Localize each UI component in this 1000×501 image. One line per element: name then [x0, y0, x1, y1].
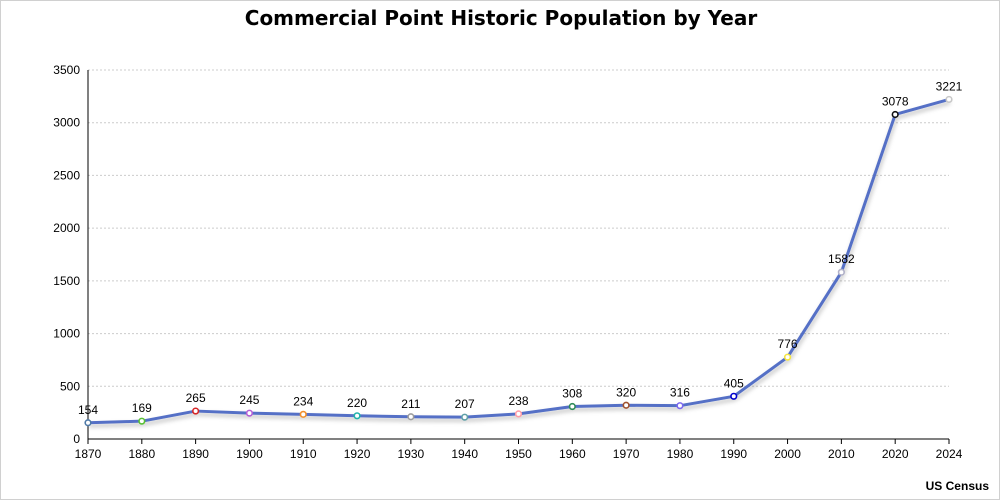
data-label: 3078: [882, 94, 909, 108]
x-tick-label: 1960: [559, 447, 586, 461]
x-tick-label: 2024: [936, 447, 963, 461]
data-point: [245, 409, 254, 417]
source-label: US Census: [925, 479, 989, 493]
data-label: 1582: [828, 252, 855, 266]
data-point: [891, 110, 899, 119]
x-tick-label: 2000: [774, 447, 801, 461]
y-tick-label: 0: [73, 432, 80, 446]
x-tick-label: 1900: [236, 447, 263, 461]
y-tick-label: 1000: [53, 327, 80, 341]
data-label: 3221: [936, 79, 963, 93]
y-tick-label: 1500: [53, 274, 80, 288]
x-tick-label: 1880: [128, 447, 155, 461]
data-label: 245: [239, 393, 259, 407]
data-point: [676, 402, 684, 410]
data-point: [837, 268, 845, 276]
data-point: [568, 402, 576, 411]
y-tick-label: 3500: [53, 63, 80, 77]
x-tick-label: 2010: [828, 447, 855, 461]
x-tick-label: 1970: [613, 447, 640, 461]
data-label: 169: [132, 401, 152, 415]
x-tick-label: 1940: [451, 447, 478, 461]
y-tick-label: 2000: [53, 221, 80, 235]
x-tick-label: 1980: [667, 447, 694, 461]
data-point: [138, 417, 146, 425]
data-label: 207: [455, 397, 475, 411]
data-label: 405: [724, 376, 744, 390]
data-point: [945, 95, 953, 104]
data-point: [730, 392, 738, 400]
data-label: 211: [401, 397, 420, 411]
data-point: [299, 410, 307, 418]
data-point: [514, 410, 523, 418]
data-point: [622, 401, 630, 409]
x-tick-label: 1870: [75, 447, 102, 461]
x-tick-label: 1910: [290, 447, 317, 461]
x-tick-label: 1950: [505, 447, 532, 461]
y-tick-label: 3000: [53, 116, 80, 130]
data-label: 234: [293, 394, 313, 408]
data-point: [461, 413, 469, 421]
series-line: [87, 97, 950, 425]
data-point: [353, 412, 361, 420]
data-point: [407, 413, 415, 421]
data-label: 308: [562, 387, 582, 401]
x-tick-label: 1990: [720, 447, 747, 461]
data-label: 316: [670, 386, 690, 400]
y-tick-label: 500: [60, 379, 80, 393]
x-tick-label: 1890: [182, 447, 209, 461]
chart-title: Commercial Point Historic Population by …: [244, 6, 758, 30]
y-tick-label: 2500: [53, 168, 80, 182]
data-point: [84, 419, 92, 427]
x-tick-label: 1920: [344, 447, 371, 461]
data-label: 320: [616, 385, 636, 399]
data-label: 265: [186, 391, 206, 405]
data-label: 776: [778, 337, 798, 351]
data-point: [192, 407, 200, 415]
x-tick-label: 2020: [882, 447, 909, 461]
data-label: 220: [347, 396, 367, 410]
x-tick-label: 1930: [398, 447, 425, 461]
data-point: [783, 353, 792, 361]
data-label: 238: [508, 394, 528, 408]
data-label: 154: [78, 403, 98, 417]
